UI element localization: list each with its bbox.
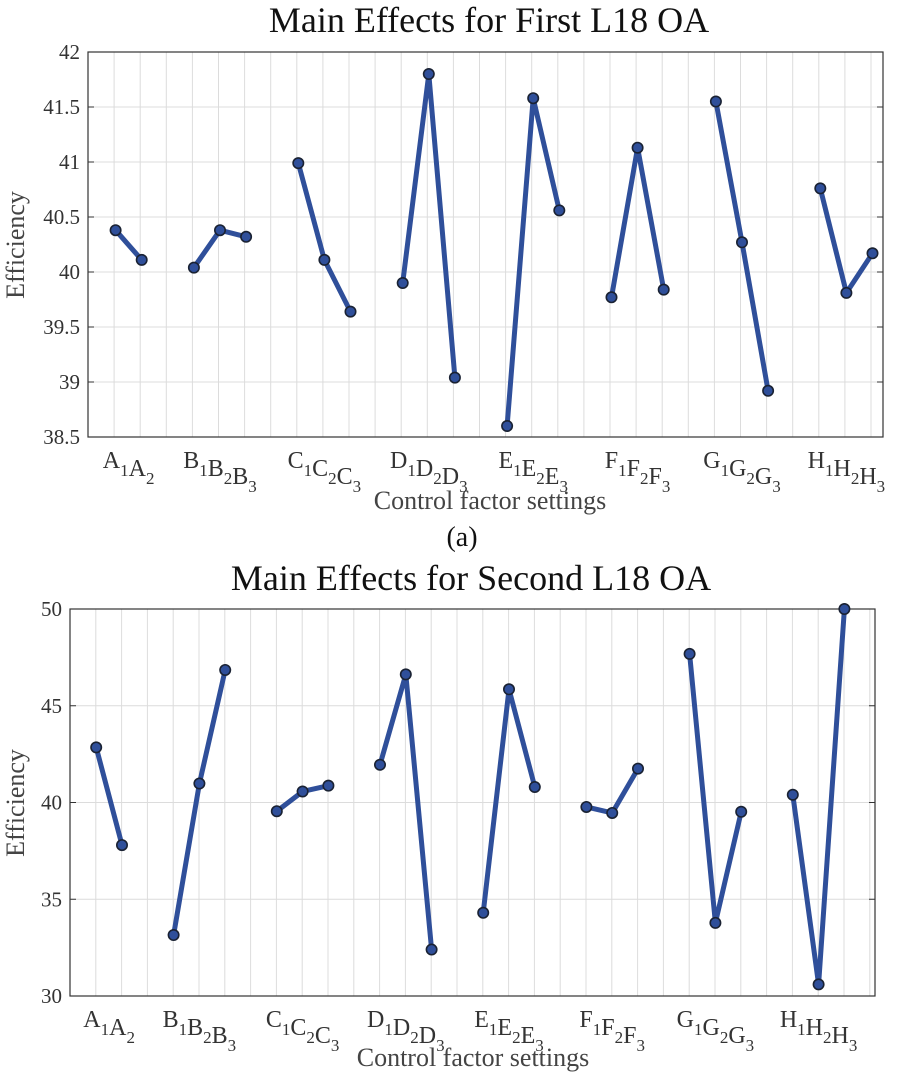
data-point: [373, 758, 386, 771]
x-tick-label-d: D1D2D3: [390, 448, 468, 496]
data-point: [840, 286, 853, 299]
data-point: [812, 978, 825, 991]
chart-title: Main Effects for Second L18 OA: [231, 558, 711, 598]
data-point: [322, 779, 335, 792]
x-axis-label: Control factor settings: [357, 1043, 590, 1072]
y-tick-label: 41.5: [43, 95, 80, 119]
y-tick-label: 40: [59, 260, 80, 284]
y-tick-label: 39: [59, 370, 80, 394]
plot-frame: [87, 51, 884, 438]
chart-title: Main Effects for First L18 OA: [269, 0, 709, 40]
y-tick-label: 50: [41, 597, 62, 621]
data-point: [631, 141, 644, 154]
series-line-f: [609, 145, 667, 300]
data-point: [657, 283, 670, 296]
x-tick-label-f: F1F2F3: [579, 1007, 645, 1055]
x-tick-label-a: A1A2: [103, 448, 155, 488]
y-axis-label: Efficiency: [1, 191, 30, 299]
figure-caption: (a): [446, 522, 477, 553]
data-point: [422, 68, 435, 81]
y-tick-label: 45: [41, 694, 62, 718]
series-line-h: [817, 185, 875, 296]
y-tick-label: 35: [41, 887, 62, 911]
data-point: [396, 276, 409, 289]
data-point: [167, 929, 180, 942]
series-line-a: [113, 227, 145, 263]
data-point: [866, 247, 879, 260]
data-point: [838, 602, 851, 615]
y-tick-label: 30: [41, 984, 62, 1008]
data-point: [270, 805, 283, 818]
data-point: [814, 182, 827, 195]
x-tick-label-d: D1D2D3: [367, 1007, 445, 1055]
data-point: [240, 230, 253, 243]
x-tick-label-e: E1E2E3: [474, 1007, 544, 1055]
data-point: [528, 781, 541, 794]
y-tick-label: 41: [59, 150, 80, 174]
data-point: [448, 371, 461, 384]
data-point: [399, 668, 412, 681]
data-point: [502, 683, 515, 696]
grid: [70, 608, 875, 997]
series-line-a: [93, 744, 125, 848]
data-point: [109, 224, 122, 237]
data-point: [135, 253, 148, 266]
data-point: [344, 305, 357, 318]
data-point: [735, 236, 748, 249]
x-tick-label-c: C1C2C3: [288, 448, 362, 496]
y-tick-label: 39.5: [43, 315, 80, 339]
data-point: [116, 839, 129, 852]
data-point: [219, 663, 232, 676]
x-tick-label-g: G1G2G3: [703, 448, 781, 496]
y-tick-label: 42: [59, 40, 80, 64]
data-point: [501, 419, 514, 432]
data-point: [605, 291, 618, 304]
data-point: [631, 762, 644, 775]
series-line-c: [295, 160, 353, 315]
data-point: [527, 92, 540, 105]
data-point: [709, 95, 722, 108]
data-point: [187, 261, 200, 274]
x-tick-label-b: B1B2B3: [183, 448, 257, 496]
data-point: [214, 224, 227, 237]
data-point: [296, 785, 309, 798]
data-point: [553, 204, 566, 217]
y-tick-label: 38.5: [43, 425, 80, 449]
data-point: [292, 157, 305, 170]
x-tick-label-c: C1C2C3: [266, 1007, 340, 1055]
data-point: [709, 916, 722, 929]
chart-panel-second: Main Effects for Second L18 OA Efficienc…: [1, 558, 876, 1072]
x-tick-label-e: E1E2E3: [498, 448, 568, 496]
x-tick-label-a: A1A2: [83, 1007, 135, 1047]
y-tick-label: 40.5: [43, 205, 80, 229]
data-point: [786, 788, 799, 801]
series-line-d: [400, 71, 458, 381]
data-point: [735, 805, 748, 818]
x-tick-label-b: B1B2B3: [163, 1007, 237, 1055]
y-axis-label: Efficiency: [1, 749, 30, 857]
x-tick-label-f: F1F2F3: [605, 448, 671, 496]
data-point: [606, 806, 619, 819]
y-tick-label: 40: [41, 791, 62, 815]
data-point: [762, 384, 775, 397]
chart-panel-first: Main Effects for First L18 OA Efficiency…: [1, 0, 885, 553]
x-tick-label-g: G1G2G3: [677, 1007, 755, 1055]
data-point: [580, 800, 593, 813]
data-point: [90, 741, 103, 754]
x-axis-label: Control factor settings: [374, 486, 607, 515]
x-tick-label-h: H1H2H3: [808, 448, 886, 496]
data-point: [683, 647, 696, 660]
x-tick-label-h: H1H2H3: [780, 1007, 858, 1055]
series-line-e: [504, 95, 562, 429]
data-point: [425, 943, 438, 956]
data-point: [318, 253, 331, 266]
data-point: [193, 777, 206, 790]
data-point: [477, 906, 490, 919]
